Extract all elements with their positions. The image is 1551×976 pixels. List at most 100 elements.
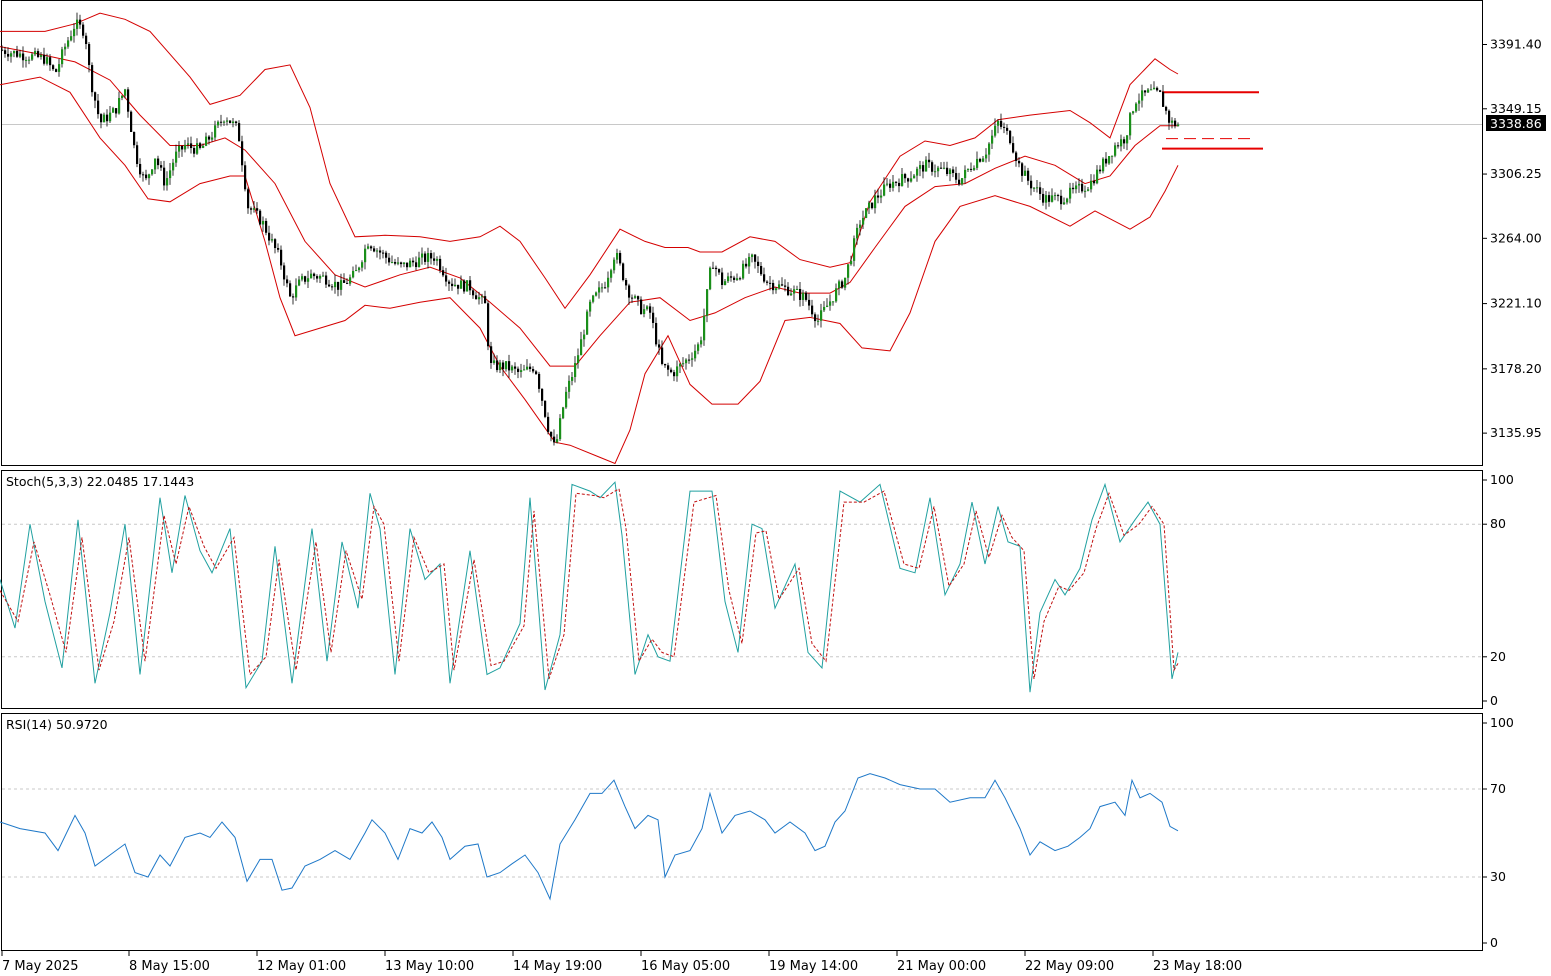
- candle-down: [382, 252, 385, 254]
- candle-up: [751, 254, 754, 257]
- candle-down: [448, 281, 451, 284]
- candle-up: [349, 277, 352, 284]
- stochastic-panel[interactable]: [1, 470, 1483, 709]
- stochastic-tick-label: 0: [1490, 693, 1498, 708]
- candle-up: [679, 363, 682, 367]
- candle-down: [922, 165, 925, 172]
- candle-down: [535, 371, 538, 374]
- candle-down: [1021, 163, 1024, 176]
- candle-down: [502, 362, 505, 370]
- candle-down: [415, 262, 418, 268]
- candle-down: [931, 162, 934, 172]
- candle-down: [628, 285, 631, 298]
- candle-down: [127, 89, 130, 112]
- candle-down: [1123, 139, 1126, 144]
- candle-down: [304, 276, 307, 282]
- candle-up: [454, 284, 457, 287]
- candle-down: [814, 314, 817, 322]
- candle-up: [73, 28, 76, 37]
- rsi-series-1-line: [0, 773, 1179, 901]
- candle-down: [946, 167, 949, 175]
- candle-down: [238, 123, 241, 142]
- candle-up: [574, 363, 577, 378]
- candle-down: [136, 145, 139, 164]
- candle-down: [688, 359, 691, 361]
- candle-down: [292, 296, 295, 298]
- candle-down: [721, 272, 724, 286]
- candle-up: [1090, 180, 1093, 190]
- stochastic-title: Stoch(5,3,3) 22.0485 17.1443: [6, 474, 194, 489]
- candle-up: [175, 151, 178, 163]
- candle-up: [409, 260, 412, 268]
- candle-down: [475, 295, 478, 300]
- candle-down: [1174, 120, 1177, 127]
- candle-down: [871, 202, 874, 209]
- candle-up: [319, 276, 322, 279]
- candle-up: [580, 339, 583, 356]
- candle-down: [664, 363, 667, 366]
- candle-up: [25, 59, 28, 61]
- candle-down: [394, 262, 397, 264]
- candle-up: [676, 366, 679, 377]
- candle-up: [697, 344, 700, 351]
- rsi-panel[interactable]: [1, 713, 1483, 951]
- candle-up: [1063, 202, 1066, 205]
- candle-up: [586, 311, 589, 335]
- candle-up: [997, 120, 1000, 126]
- candle-up: [169, 170, 172, 179]
- candle-down: [241, 141, 244, 166]
- candle-down: [649, 306, 652, 313]
- candle-down: [1, 49, 4, 51]
- candle-down: [343, 280, 346, 283]
- candle-down: [1060, 195, 1063, 205]
- price-panel[interactable]: [1, 0, 1483, 466]
- candle-down: [631, 297, 634, 299]
- candle-up: [58, 64, 61, 72]
- candle-up: [988, 143, 991, 155]
- candle-up: [610, 270, 613, 278]
- candle-up: [1054, 195, 1057, 197]
- candle-down: [190, 143, 193, 149]
- candle-down: [517, 368, 520, 372]
- candle-down: [553, 436, 556, 443]
- candle-up: [1120, 139, 1123, 147]
- candle-down: [157, 158, 160, 166]
- candle-down: [1057, 195, 1060, 197]
- time-tick-label: 14 May 19:00: [513, 959, 602, 974]
- candle-down: [193, 148, 196, 154]
- candle-down: [373, 248, 376, 252]
- candle-up: [826, 305, 829, 307]
- candle-down: [406, 262, 409, 268]
- candle-up: [64, 46, 67, 50]
- candle-up: [682, 363, 685, 365]
- candle-down: [889, 183, 892, 188]
- candle-down: [115, 108, 118, 114]
- candle-down: [952, 169, 955, 174]
- candle-up: [844, 277, 847, 288]
- candle-up: [214, 125, 217, 138]
- candle-down: [958, 179, 961, 185]
- candle-up: [694, 350, 697, 359]
- candle-down: [1081, 183, 1084, 192]
- candle-down: [247, 189, 250, 209]
- candle-up: [67, 40, 70, 47]
- candle-down: [1159, 90, 1162, 92]
- candle-down: [88, 44, 91, 66]
- candle-down: [325, 275, 328, 285]
- candle-down: [496, 360, 499, 371]
- candle-down: [1000, 120, 1003, 127]
- candle-up: [1126, 135, 1129, 144]
- candle-down: [181, 145, 184, 150]
- candle-up: [937, 167, 940, 172]
- candle-down: [781, 284, 784, 286]
- price-tick-label: 3391.40: [1490, 37, 1542, 52]
- candle-down: [100, 114, 103, 123]
- candle-down: [787, 286, 790, 296]
- candle-up: [523, 369, 526, 371]
- candle-up: [901, 174, 904, 187]
- candle-down: [1012, 143, 1015, 153]
- candle-down: [490, 346, 493, 363]
- candle-up: [1075, 185, 1078, 190]
- candle-up: [466, 280, 469, 292]
